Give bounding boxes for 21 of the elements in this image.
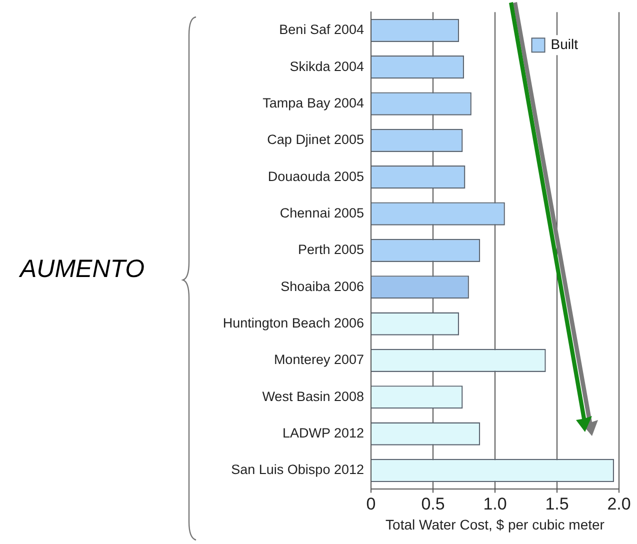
x-tick-label: 0.5 (421, 494, 445, 514)
y-tick-label: West Basin 2008 (262, 388, 364, 404)
legend-label: Built (550, 36, 578, 52)
y-tick-label: Beni Saf 2004 (279, 22, 364, 38)
x-tick-label: 1.0 (483, 494, 507, 514)
text: AUMENTO (20, 255, 145, 284)
x-tick-label: 0 (366, 494, 376, 514)
y-tick-label: Monterey 2007 (274, 352, 364, 368)
x-tick-label: 1.5 (545, 494, 569, 514)
y-tick-label: Perth 2005 (298, 242, 364, 258)
y-tick-label: LADWP 2012 (282, 426, 364, 441)
y-tick-label: Chennai 2005 (280, 206, 364, 220)
y-tick-label: Skikda 2004 (290, 58, 364, 74)
y-tick-label: Huntington Beach 2006 (222, 316, 364, 331)
y-tick-label: Douaouda 2005 (268, 168, 364, 184)
y-tick-label: San Luis Obispo 2012 (231, 462, 364, 478)
y-tick-label: Cap Djinet 2005 (267, 132, 364, 148)
y-tick-label: Tampa Bay 2004 (262, 95, 364, 110)
x-axis-title: Total Water Cost, $ per cubic meter (386, 516, 605, 532)
y-tick-label: Shoaiba 2006 (280, 278, 364, 294)
x-tick-label: 2.0 (607, 494, 631, 514)
